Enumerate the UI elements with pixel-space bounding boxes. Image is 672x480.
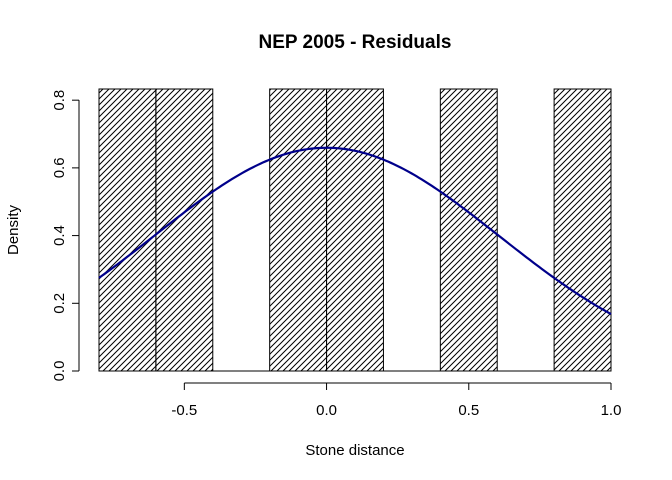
chart-title: NEP 2005 - Residuals	[259, 32, 452, 53]
histogram-bar-8	[553, 88, 612, 372]
y-tick-label: 0.8	[51, 90, 68, 111]
y-axis-label: Density	[5, 204, 22, 255]
x-axis: -0.5 0.0 0.5 1.0	[171, 382, 622, 419]
x-tick-label: 0.5	[458, 402, 479, 419]
histogram-bars	[98, 88, 612, 372]
x-tick-label: 0.0	[316, 402, 337, 419]
density-curve	[98, 146, 612, 316]
y-tick-label: 0.2	[51, 293, 68, 314]
histogram-bar-3	[269, 88, 328, 372]
y-tick-label: 0.0	[51, 361, 68, 382]
histogram-bar-1	[155, 88, 214, 372]
histogram-bar-6	[439, 88, 498, 372]
density-curve-group	[98, 146, 612, 316]
y-tick-label: 0.6	[51, 157, 68, 178]
histogram-bar-4	[326, 88, 384, 372]
histogram-bar-0	[98, 88, 157, 372]
x-tick-label: 1.0	[601, 402, 622, 419]
y-axis: 0.0 0.2 0.4 0.6 0.8	[51, 90, 80, 382]
x-axis-label: Stone distance	[305, 442, 404, 459]
x-tick-label: -0.5	[171, 402, 197, 419]
y-tick-label: 0.4	[51, 225, 68, 246]
